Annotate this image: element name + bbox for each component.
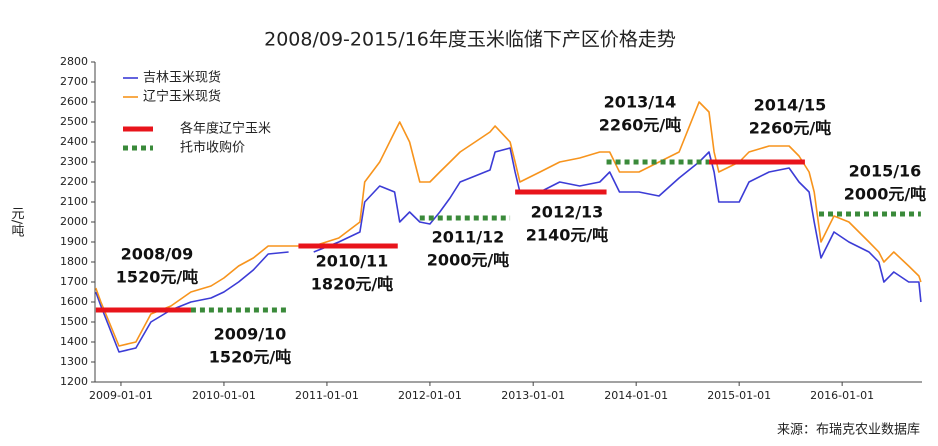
y-tick-label: 1600 xyxy=(60,295,88,308)
annotation: 2010/11 xyxy=(316,252,389,271)
y-tick-label: 2800 xyxy=(60,55,88,68)
annotation: 2260元/吨 xyxy=(749,119,831,138)
legend-label: 托市收购价 xyxy=(180,140,245,156)
source-note: 来源：布瑞克农业数据库 xyxy=(777,422,920,438)
annotation: 2000元/吨 xyxy=(844,185,926,204)
y-axis-label: 元/吨 xyxy=(9,207,25,238)
y-tick-label: 1300 xyxy=(60,355,88,368)
annotation: 2011/12 xyxy=(432,228,505,247)
x-tick-label: 2010-01-01 xyxy=(192,389,256,402)
annotation: 1520元/吨 xyxy=(209,348,291,367)
x-tick-label: 2015-01-01 xyxy=(707,389,771,402)
y-tick-label: 1500 xyxy=(60,315,88,328)
y-tick-label: 1700 xyxy=(60,275,88,288)
annotation: 2008/09 xyxy=(121,245,194,264)
price-line xyxy=(95,101,922,347)
y-tick-label: 2700 xyxy=(60,75,88,88)
y-tick-label: 1400 xyxy=(60,335,88,348)
legend-label: 各年度辽宁玉米 xyxy=(180,121,271,137)
x-tick-label: 2009-01-01 xyxy=(89,389,153,402)
y-tick-label: 1800 xyxy=(60,255,88,268)
y-tick-label: 2200 xyxy=(60,175,88,188)
annotation: 2015/16 xyxy=(849,162,922,181)
legend-label: 吉林玉米现货 xyxy=(143,70,221,86)
chart-title: 2008/09-2015/16年度玉米临储下产区价格走势 xyxy=(264,29,676,51)
x-tick-label: 2014-01-01 xyxy=(604,389,668,402)
x-tick-label: 2012-01-01 xyxy=(398,389,462,402)
y-tick-label: 2400 xyxy=(60,135,88,148)
y-tick-label: 2000 xyxy=(60,215,88,228)
annotation: 2000元/吨 xyxy=(427,251,509,270)
x-tick-label: 2016-01-01 xyxy=(810,389,874,402)
annotation: 1520元/吨 xyxy=(116,268,198,287)
y-tick-label: 1900 xyxy=(60,235,88,248)
annotation: 2013/14 xyxy=(604,93,677,112)
x-tick-label: 2013-01-01 xyxy=(501,389,565,402)
annotation: 2009/10 xyxy=(214,325,287,344)
legend-label: 辽宁玉米现货 xyxy=(143,89,221,105)
y-tick-label: 2500 xyxy=(60,115,88,128)
price-line xyxy=(95,147,922,353)
annotation: 1820元/吨 xyxy=(311,275,393,294)
y-tick-label: 2300 xyxy=(60,155,88,168)
y-tick-label: 2100 xyxy=(60,195,88,208)
annotation: 2140元/吨 xyxy=(526,226,608,245)
y-tick-label: 2600 xyxy=(60,95,88,108)
annotation: 2012/13 xyxy=(531,203,604,222)
y-tick-label: 1200 xyxy=(60,375,88,388)
x-tick-label: 2011-01-01 xyxy=(295,389,359,402)
annotation: 2260元/吨 xyxy=(599,116,681,135)
annotation: 2014/15 xyxy=(754,96,827,115)
